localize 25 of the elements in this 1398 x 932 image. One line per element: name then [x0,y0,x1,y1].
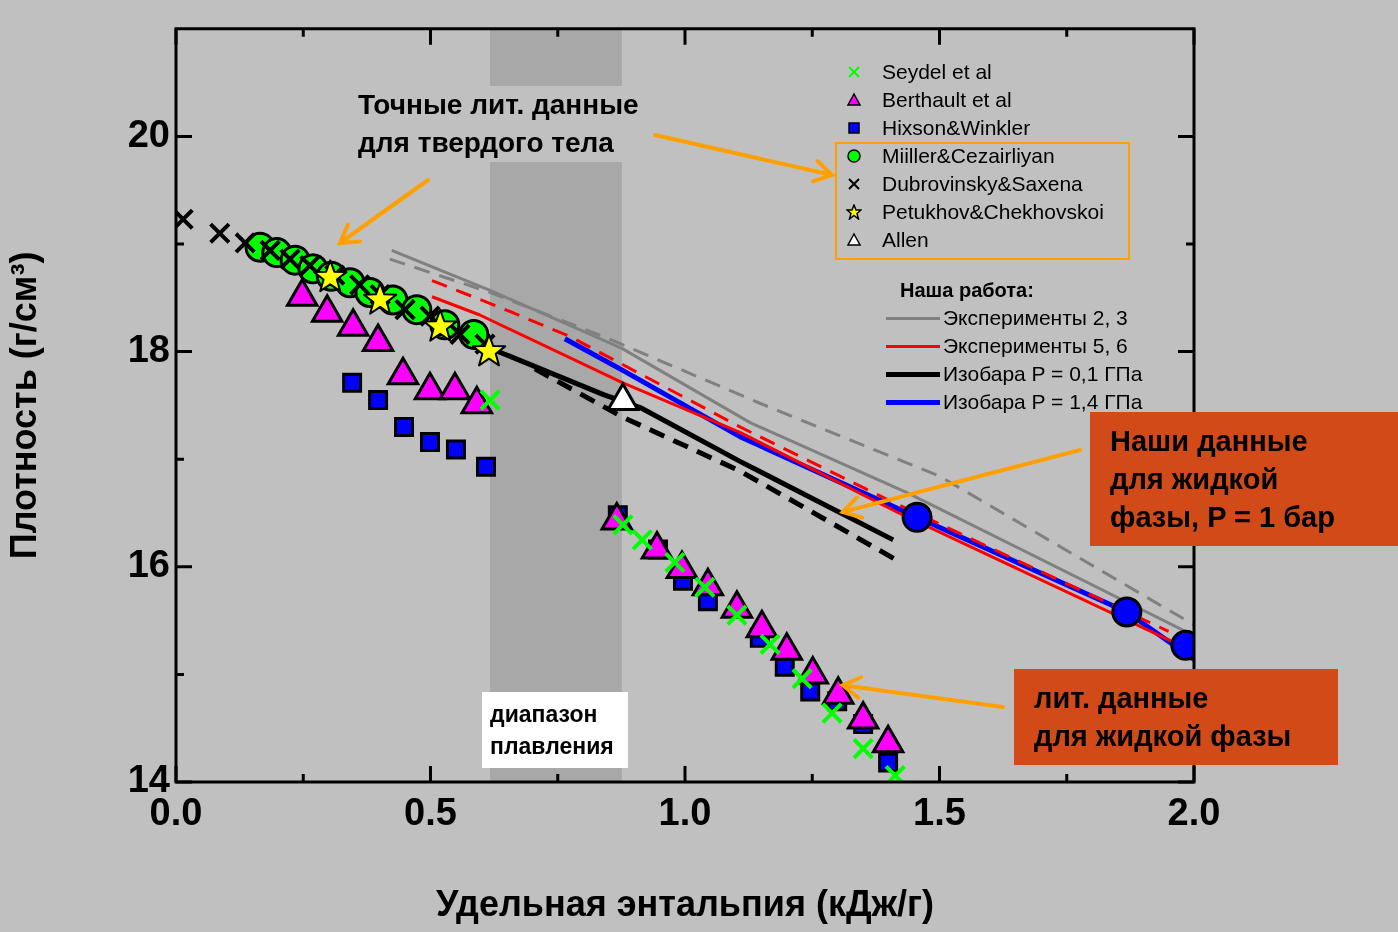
annotation: Точные лит. данные для твердого тела [352,86,645,162]
legend-label: Эксперименты 5, 6 [943,334,1128,358]
y-tick-label: 20 [127,112,170,155]
legend-label: Miiller&Cezairliyan [882,144,1055,168]
legend-label: Allen [882,228,929,252]
x-tick-label: 0.5 [404,791,457,834]
annotation: Наши данные для жидкой фазы, P = 1 бар [1090,412,1398,546]
y-tick-label: 18 [127,328,170,371]
x-axis-title: Удельная энтальпия (кДж/г) [435,883,935,925]
legend-label: Seydel et al [882,60,992,84]
legend-title: Наша работа: [900,279,1035,302]
y-tick-label: 16 [127,543,170,586]
legend-label: Изобара P = 0,1 ГПа [943,362,1143,386]
y-axis-title: Плотность (г/см³) [2,251,44,560]
legend-label: Эксперименты 2, 3 [943,306,1128,330]
legend-label: Dubrovinsky&Saxena [882,172,1083,196]
x-tick-label: 2.0 [1167,791,1221,834]
annotation: лит. данные для жидкой фазы [1014,669,1338,765]
legend-label: Изобара P = 1,4 ГПа [943,390,1143,414]
x-tick-label: 1.0 [658,791,712,834]
band-label: диапазон плавления [482,692,629,768]
legend-label: Berthault et al [882,88,1012,112]
x-tick-label: 1.5 [913,791,966,834]
legend-label: Hixson&Winkler [882,116,1031,140]
legend-label: Petukhov&Chekhovskoi [882,200,1104,224]
